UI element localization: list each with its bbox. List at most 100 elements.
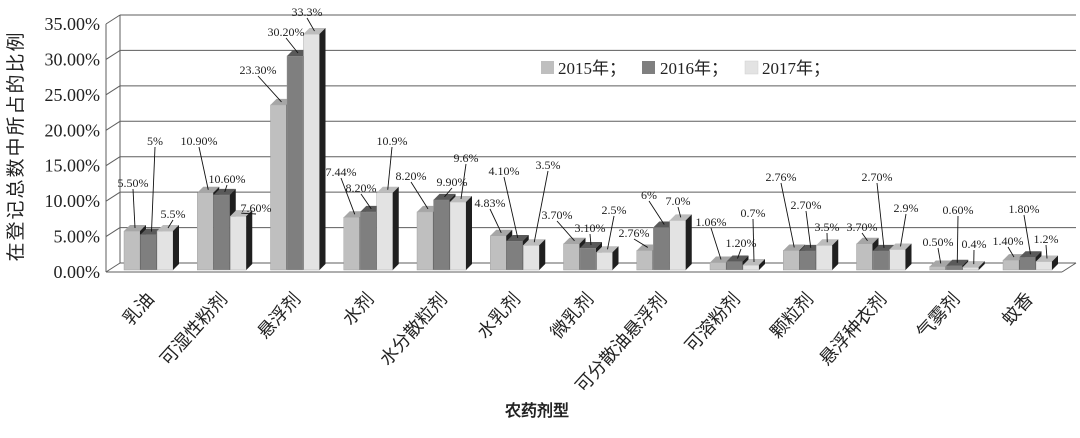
bar-front-face: [726, 261, 743, 271]
bar: [156, 225, 179, 271]
data-label-leader-line: [556, 220, 575, 242]
data-label: 9.6%: [454, 151, 479, 165]
bar-group: [783, 239, 839, 271]
bar-side-face: [1052, 255, 1058, 270]
bar-side-face: [759, 259, 765, 270]
floor-right-edge: [1061, 262, 1077, 273]
bar-front-face: [872, 250, 890, 271]
bar-group: [1002, 251, 1058, 271]
data-label: 0.4%: [962, 237, 987, 251]
data-label: 33.3%: [292, 5, 323, 19]
y-tick-label: 0.00%: [54, 262, 101, 282]
x-category-label: 悬浮剂: [254, 289, 306, 343]
data-label: 1.80%: [1009, 202, 1040, 216]
bar-front-face: [286, 55, 304, 271]
bar-front-face: [653, 227, 670, 271]
y-tick-label: 25.00%: [45, 85, 101, 105]
bar-side-face: [978, 261, 985, 270]
data-label-leader-line: [410, 181, 429, 210]
data-label-leader-line: [1007, 246, 1015, 258]
data-label: 30.20%: [268, 25, 305, 39]
bar-front-face: [596, 252, 613, 271]
data-label: 3.70%: [542, 208, 573, 222]
data-label-leader-line: [444, 187, 453, 198]
data-label-leader-line: [876, 182, 885, 248]
bar: [449, 195, 472, 271]
data-label: 2.76%: [766, 170, 797, 184]
bar-front-face: [230, 215, 247, 271]
bar-group: [856, 237, 912, 271]
data-label-leader-line: [900, 213, 907, 247]
bar-front-face: [490, 235, 507, 271]
bar: [376, 186, 399, 271]
y-axis-title: 在登记总数中所占的比例: [5, 30, 27, 261]
data-label: 5.5%: [161, 207, 186, 221]
bar-side-face: [539, 239, 546, 270]
bar-side-face: [173, 225, 179, 270]
data-label: 2.76%: [619, 226, 650, 240]
bar-front-face: [523, 244, 540, 271]
bar-side-face: [319, 28, 326, 270]
data-label: 1.40%: [993, 234, 1024, 248]
bar-front-face: [563, 243, 580, 271]
bar-front-face: [929, 266, 946, 271]
bar-front-face: [816, 244, 833, 271]
data-label-leader-line: [677, 206, 682, 218]
bar: [889, 243, 912, 271]
bar-group: [416, 193, 472, 271]
data-label-leader-line: [489, 208, 502, 233]
y-tick-label: 5.00%: [54, 227, 101, 247]
bar-front-face: [709, 262, 727, 271]
data-label: 5%: [147, 134, 163, 148]
bar-front-face: [962, 266, 979, 271]
bar-front-face: [506, 240, 523, 271]
bar-group: [270, 28, 326, 271]
bar-front-face: [783, 250, 800, 271]
bar-front-face: [856, 243, 873, 271]
data-label-leader-line: [956, 215, 959, 263]
x-category-label: 微乳剂: [547, 289, 599, 343]
bar-group: [636, 214, 692, 271]
data-label-leader-line: [710, 227, 722, 260]
data-label: 3.5%: [536, 158, 561, 172]
bar-front-face: [416, 211, 434, 271]
bar-front-face: [140, 234, 157, 271]
bar-front-face: [360, 211, 377, 271]
data-label-leader-line: [167, 219, 174, 229]
bar-group: [929, 259, 985, 271]
legend-label-2015: 2015年；: [558, 59, 626, 78]
legend-swatch-2017: [744, 60, 759, 75]
data-label-leader-line: [360, 193, 372, 210]
bar-front-face: [343, 217, 360, 271]
bar-front-face: [376, 192, 393, 271]
x-axis-title: 农药剂型: [504, 401, 569, 420]
data-label: 23.30%: [240, 63, 277, 77]
data-label: 0.7%: [741, 206, 766, 220]
data-label-leader-line: [224, 184, 228, 193]
data-label: 4.10%: [489, 164, 520, 178]
data-label: 6%: [641, 188, 657, 202]
data-label: 5.50%: [118, 176, 149, 190]
bar: [596, 246, 619, 271]
data-label: 2.5%: [602, 203, 627, 217]
gridline-side-wall: [105, 50, 121, 60]
y-tick-label: 20.00%: [45, 120, 101, 140]
bar-front-face: [1002, 259, 1020, 271]
data-label-leader-line: [737, 248, 742, 259]
data-label: 0.60%: [943, 203, 974, 217]
legend-swatch-2016: [642, 61, 655, 74]
x-category-label: 可湿性粉剂: [156, 289, 232, 370]
data-label-leader-line: [306, 17, 315, 32]
data-label: 2.70%: [791, 198, 822, 212]
data-label: 10.9%: [377, 134, 408, 148]
gridline-side-wall: [105, 227, 121, 237]
x-category-label: 水乳剂: [473, 289, 525, 343]
y-tick-label: 30.00%: [45, 49, 101, 69]
bar-side-face: [832, 239, 839, 270]
bar-front-face: [1019, 257, 1036, 271]
bar-side-face: [685, 214, 692, 270]
gridline-side-wall: [105, 14, 121, 25]
x-category-label: 可溶粉剂: [681, 289, 745, 357]
x-category-label: 悬浮种衣剂: [815, 289, 891, 370]
